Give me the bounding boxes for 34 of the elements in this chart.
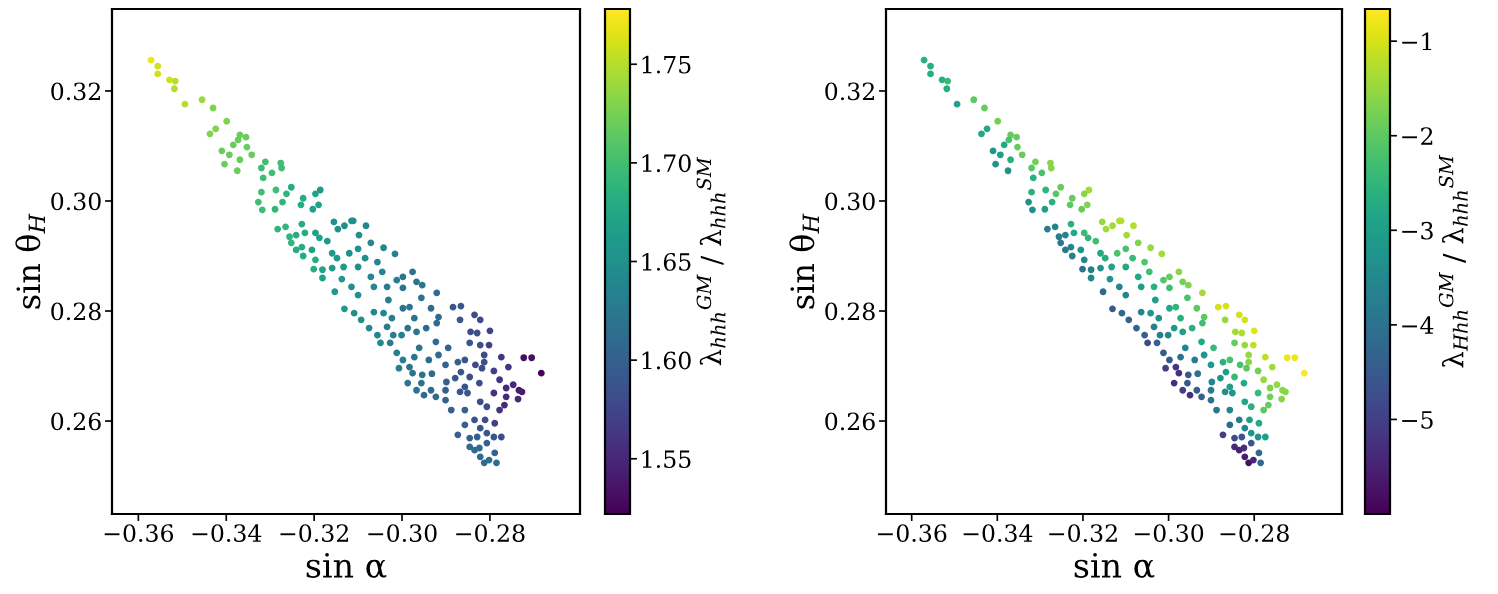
color-bar-label: 1.55 [642,450,691,469]
x-tick-label: −0.34 [963,524,1033,542]
color-bar-label: 1.60 [642,351,691,370]
x-axis-title: sin α [306,552,387,578]
y-axis-title: sin θ$_{H}$ [15,213,45,309]
x-tick-label: −0.30 [1134,524,1204,542]
x-tick-label: −0.32 [280,524,348,542]
y-tick-label: 0.28 [825,302,875,321]
color-bar-label: −2 [1402,127,1433,145]
color-bar-label: −1 [1402,32,1432,51]
x-tick-label: −0.28 [1220,524,1289,542]
x-axis-title: sin α [1074,552,1155,578]
x-tick-label: −0.28 [456,524,525,542]
color-bar-label: 1.70 [642,154,691,173]
y-tick-label: 0.26 [825,412,875,431]
y-tick-label: 0.28 [51,302,101,321]
x-tick-label: −0.34 [192,524,262,542]
color-bar-label: 1.75 [642,55,691,74]
x-tick-label: −0.36 [878,524,947,542]
x-tick-label: −0.30 [368,524,437,542]
color-bar-label: −4 [1402,316,1434,334]
color-bar-label: −3 [1402,221,1433,240]
color-bar-label: −5 [1402,411,1433,429]
y-tick-label: 0.30 [825,192,875,211]
color-bar-title: λ$_{Hhh}$$^{GM}$ / λ$_{hhh}$$^{SM}$ [1438,154,1468,368]
color-bar-title: λ$_{hhh}$$^{GM}$ / λ$_{hhh}$$^{SM}$ [696,156,726,366]
x-tick-label: −0.36 [104,524,174,542]
x-tick-label: −0.32 [1049,524,1117,542]
y-tick-label: 0.32 [825,82,874,101]
y-axis-title: sin θ$_{H}$ [789,213,819,309]
y-tick-label: 0.26 [51,412,101,431]
color-bar-label: 1.65 [642,252,691,271]
y-tick-label: 0.32 [51,82,100,101]
y-tick-label: 0.30 [51,192,101,211]
